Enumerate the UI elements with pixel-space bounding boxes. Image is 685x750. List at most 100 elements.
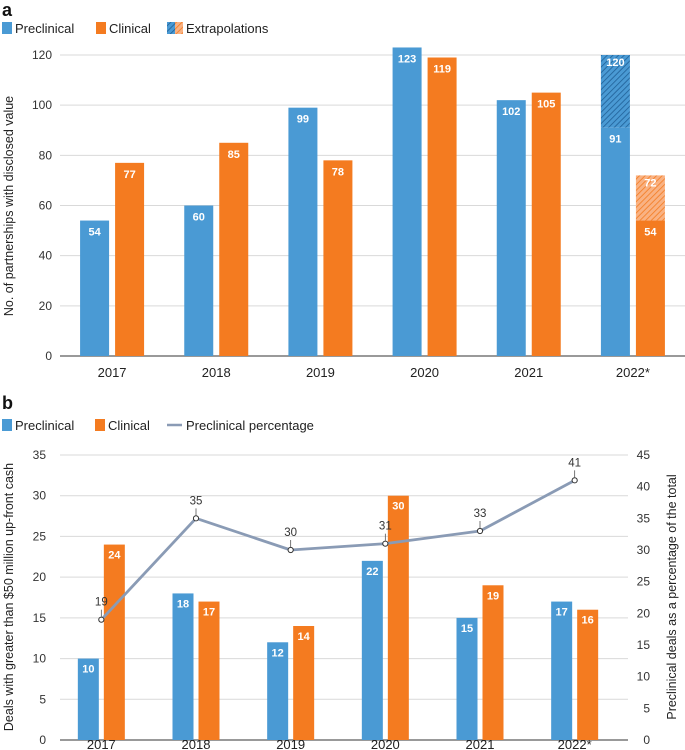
bar-a-label: 77 [123, 169, 135, 181]
y-tick-b-right: 5 [643, 701, 650, 715]
y-tick-b: 15 [33, 611, 47, 625]
y-tick-a: 0 [45, 349, 52, 363]
bar-a [80, 220, 110, 356]
bar-a-label: 105 [537, 99, 555, 111]
y-tick-a: 40 [39, 249, 53, 263]
legend-b-clinical-swatch [95, 419, 105, 431]
bar-b [482, 585, 504, 740]
bar-a [392, 47, 422, 356]
bar-a [184, 205, 214, 356]
x-tick-b: 2022* [558, 737, 592, 750]
line-b: 19 35 30 31 33 41 [95, 457, 581, 623]
bar-a-label: 119 [433, 64, 451, 76]
bar-b-label: 24 [108, 550, 121, 562]
bar-b [172, 593, 194, 740]
line-b-label: 41 [568, 457, 581, 469]
line-b-label: 35 [190, 495, 203, 507]
bar-b-label: 15 [461, 623, 473, 635]
panel-a: a Preclinical Clinical Extrapolations No… [2, 0, 685, 380]
y-tick-b: 5 [39, 692, 46, 706]
y-tick-b-right: 10 [637, 670, 651, 684]
x-tick-a: 2019 [306, 365, 335, 380]
grid-b: 0 5 10 15 20 25 30 35 0 5 10 15 20 25 30 35 40 45 [33, 448, 651, 747]
bar-b [551, 601, 573, 740]
bar-b-label: 19 [487, 590, 499, 602]
bar-b [387, 495, 409, 740]
y-axis-label-a: No. of partnerships with disclosed value [2, 96, 16, 316]
bar-a [219, 142, 249, 356]
y-tick-b-right: 30 [637, 543, 651, 557]
legend-a-clinical-swatch [96, 22, 106, 34]
bar-a-label: 99 [297, 114, 309, 126]
y-tick-b-right: 45 [637, 448, 651, 462]
legend-a-preclinical-swatch [2, 22, 12, 34]
bars-a: 54 77 60 85 99 78 123 119 102 105 120 91 72 54 [80, 47, 665, 357]
x-tick-a: 2021 [514, 365, 543, 380]
y-tick-b-right: 40 [637, 480, 651, 494]
legend-b-preclinical-swatch [2, 419, 12, 431]
x-tick-a: 2022* [616, 365, 650, 380]
line-b-label: 19 [95, 597, 108, 609]
line-b-label: 30 [284, 527, 297, 539]
bar-a-label: 85 [228, 149, 240, 161]
y-tick-b: 30 [33, 489, 47, 503]
bar-b [198, 601, 220, 740]
panel-b: b Preclinical Clinical Preclinical perce… [2, 393, 679, 750]
x-tick-a: 2018 [202, 365, 231, 380]
bar-b [361, 560, 383, 740]
bar-a [496, 100, 526, 357]
bar-b [293, 626, 315, 740]
bar-b [267, 642, 289, 740]
legend-a-extrapolations: Extrapolations [186, 21, 269, 36]
line-b-label: 31 [379, 521, 392, 533]
panel-b-letter: b [2, 393, 13, 413]
bar-b-label: 17 [556, 607, 568, 619]
bar-b-label: 16 [582, 615, 594, 627]
bar-a-label: 91 [609, 134, 621, 146]
x-ticks-a: 2017 2018 2019 2020 2021 2022* [98, 365, 650, 380]
bar-a-label: 60 [193, 212, 205, 224]
x-tick-b: 2019 [276, 737, 305, 750]
bar-a-label: 123 [398, 53, 416, 65]
line-b-point [192, 515, 200, 522]
line-b-label: 33 [474, 508, 487, 520]
x-tick-b: 2017 [87, 737, 116, 750]
grid-a: 0 20 40 60 80 100 120 [32, 48, 685, 363]
y-tick-a: 20 [39, 299, 53, 313]
x-tick-a: 2017 [98, 365, 127, 380]
bar-b-label: 17 [203, 607, 215, 619]
bar-a [323, 160, 353, 356]
y-axis-label-b: Deals with greater than $50 million up-f… [2, 463, 16, 731]
bar-a-label: 54 [88, 227, 101, 239]
bar-b [77, 658, 99, 740]
bar-b [577, 609, 599, 740]
legend-b-line: Preclinical percentage [186, 418, 314, 433]
y-tick-a: 120 [32, 48, 52, 62]
bar-a-label: 78 [332, 166, 344, 178]
line-b-point [98, 616, 105, 623]
y-tick-b: 10 [33, 652, 47, 666]
line-b-point [571, 477, 578, 484]
bar-a [531, 92, 561, 356]
y-tick-b-right: 25 [637, 575, 651, 589]
bar-b-label: 12 [272, 647, 284, 659]
legend-b-preclinical: Preclinical [15, 418, 74, 433]
bar-b-label: 10 [82, 664, 94, 676]
bar-a-extrapolation [600, 55, 630, 128]
line-b-point [287, 546, 294, 554]
bars-b: 10 24 18 17 12 14 22 30 15 19 17 16 [77, 495, 599, 740]
y-tick-b-right: 20 [637, 606, 651, 620]
panel-a-letter: a [2, 0, 13, 20]
y-tick-b-right: 35 [637, 511, 651, 525]
y-tick-b-right: 0 [643, 733, 650, 747]
bar-b [103, 544, 125, 740]
bar-b [456, 617, 478, 740]
bar-b-label: 14 [298, 631, 311, 643]
bar-b-label: 22 [366, 566, 378, 578]
legend-a-extrap-swatch-orange [175, 22, 183, 34]
y-tick-b-right: 15 [637, 638, 651, 652]
y-axis-label-b-right: Preclinical deals as a percentage of the… [665, 474, 679, 719]
bar-a [635, 220, 665, 356]
y-tick-b: 20 [33, 570, 47, 584]
